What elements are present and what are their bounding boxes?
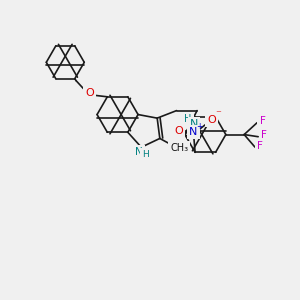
Text: N: N bbox=[190, 119, 198, 129]
Text: F: F bbox=[261, 130, 266, 140]
Text: N: N bbox=[189, 127, 198, 137]
Text: O: O bbox=[207, 115, 216, 125]
Text: H: H bbox=[184, 114, 192, 124]
Text: F: F bbox=[260, 116, 266, 126]
Text: H: H bbox=[142, 150, 148, 159]
Text: CH₃: CH₃ bbox=[170, 143, 188, 153]
Text: +: + bbox=[196, 122, 202, 131]
Text: O: O bbox=[174, 126, 183, 136]
Text: F: F bbox=[257, 141, 263, 151]
Text: N: N bbox=[135, 147, 143, 157]
Text: O: O bbox=[85, 88, 94, 98]
Text: ⁻: ⁻ bbox=[216, 110, 222, 119]
